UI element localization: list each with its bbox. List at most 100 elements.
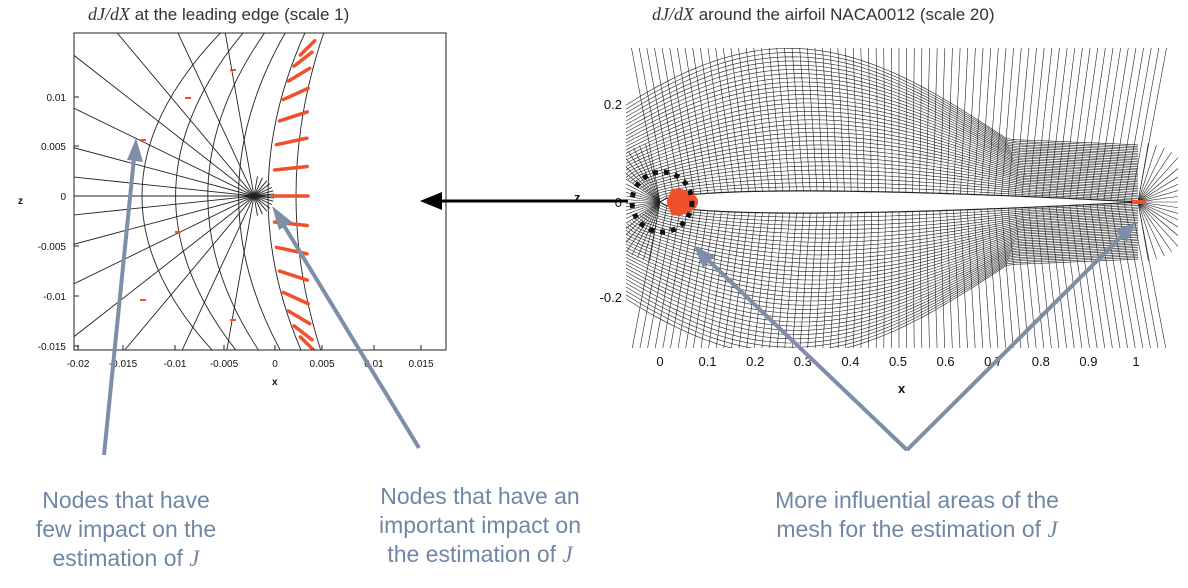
- mesh-le-radial: [626, 199, 661, 203]
- sensitivity-vector: [286, 66, 312, 83]
- mesh-transverse-line: [807, 213, 818, 348]
- leading-edge-highlight-circle: [629, 169, 695, 235]
- mesh-arc: [207, 33, 266, 350]
- mesh-transverse-line: [1110, 203, 1136, 348]
- important-impact-arrowhead: [272, 206, 292, 230]
- mesh-transverse-line: [1083, 48, 1106, 200]
- mesh-te-radial: [1137, 201, 1157, 260]
- mesh-layer-upper: [627, 136, 1139, 181]
- few-impact-arrowhead: [127, 138, 143, 162]
- mesh-transverse-line: [1103, 203, 1128, 348]
- mesh-transverse-line: [912, 48, 915, 193]
- mesh-te-radial: [1137, 190, 1178, 203]
- sensitivity-vector: [277, 269, 310, 282]
- mesh-transverse-line: [860, 212, 866, 348]
- mesh-transverse-line: [987, 208, 999, 348]
- mesh-layer-lower: [634, 218, 1139, 256]
- mesh-layer-lower: [626, 250, 1139, 335]
- mesh-transverse-line: [875, 212, 879, 348]
- mesh-layer-upper: [637, 152, 1139, 188]
- mesh-layer-lower: [626, 237, 1139, 302]
- right-x-axis-label: x: [898, 381, 906, 396]
- mesh-arc: [267, 33, 306, 350]
- caption-important-line1: Nodes that have an: [380, 483, 580, 509]
- mesh-radial-line: [74, 190, 274, 245]
- zoom-link-arrowhead: [420, 192, 442, 210]
- mesh-radial-line: [74, 176, 274, 199]
- right-panel-title: dJ/dX around the airfoil NACA0012 (scale…: [652, 4, 995, 25]
- left-x-tick: -0.02: [67, 359, 90, 370]
- mesh-transverse-line: [1035, 207, 1052, 348]
- mesh-transverse-line: [1035, 48, 1053, 197]
- mesh-le-radial: [645, 143, 661, 203]
- mesh-transverse-line: [715, 211, 736, 348]
- mesh-transverse-line: [730, 48, 750, 192]
- mesh-transverse-line: [960, 209, 968, 348]
- mesh-transverse-line: [883, 212, 886, 348]
- mesh-transverse-line: [1062, 48, 1083, 199]
- sensitivity-vector: [281, 290, 310, 306]
- caption-influential-line1: More influential areas of the: [775, 487, 1059, 513]
- mesh-layer-lower: [626, 233, 1139, 293]
- mesh-transverse-line: [837, 212, 845, 348]
- mesh-le-radial: [626, 201, 661, 236]
- mesh-transverse-line: [891, 211, 893, 348]
- left-y-tick: -0.005: [38, 242, 67, 253]
- caption-few-impact: Nodes that have few impact on the estima…: [0, 486, 252, 573]
- mesh-transverse-line: [1001, 208, 1014, 348]
- left-x-tick: 0.005: [309, 359, 334, 370]
- mesh-transverse-line: [738, 48, 756, 192]
- mesh-layer-upper: [626, 52, 1139, 147]
- airfoil-plot: 00.10.20.30.40.50.60.70.80.91 0.20-0.2 x…: [574, 48, 1178, 396]
- mesh-transverse-line: [799, 213, 811, 348]
- mesh-radial-line: [177, 33, 263, 215]
- mesh-transverse-line: [994, 208, 1006, 348]
- caption-important-impact: Nodes that have an important impact on t…: [340, 482, 620, 569]
- mesh-te-radial: [1137, 201, 1149, 262]
- mesh-transverse-line: [1021, 207, 1037, 348]
- mesh-transverse-line: [746, 212, 763, 348]
- mesh-transverse-line: [722, 48, 743, 192]
- mesh-arc: [141, 33, 222, 350]
- mesh-layer-lower: [626, 240, 1139, 310]
- mesh-transverse-line: [883, 48, 886, 192]
- left-x-tick: -0.005: [210, 359, 239, 370]
- mesh-transverse-line: [685, 210, 709, 348]
- mesh-transverse-line: [1089, 48, 1114, 200]
- mesh-transverse-line: [1055, 48, 1076, 198]
- mesh-transverse-line: [1076, 205, 1098, 348]
- mesh-transverse-line: [1117, 48, 1144, 201]
- mesh-transverse-line: [631, 201, 661, 348]
- airfoil-sensitivity-vectors: [666, 187, 1146, 217]
- mesh-radial-line: [116, 33, 268, 212]
- mesh-layer-upper: [644, 165, 1139, 193]
- influential-le-arrowhead: [694, 246, 715, 268]
- mesh-transverse-line: [1042, 48, 1060, 198]
- mesh-transverse-line: [939, 210, 946, 348]
- mesh-layer-upper: [626, 60, 1139, 151]
- left-plot-frame: [73, 32, 447, 351]
- mesh-layer-lower: [639, 215, 1139, 247]
- mesh-transverse-line: [853, 212, 859, 348]
- mesh-transverse-line: [693, 211, 715, 348]
- mesh-transverse-line: [669, 48, 695, 195]
- mesh-transverse-line: [960, 48, 969, 195]
- mesh-radial-line: [74, 107, 273, 206]
- mesh-transverse-line: [731, 212, 750, 348]
- mesh-layer-lower: [626, 247, 1139, 327]
- mesh-transverse-line: [891, 48, 893, 193]
- mesh-layer-lower: [644, 211, 1139, 239]
- right-x-tick: 0.9: [1079, 354, 1097, 369]
- left-x-tick: -0.015: [109, 359, 138, 370]
- mesh-layer-upper: [626, 115, 1139, 173]
- mesh-le-radial: [637, 201, 661, 258]
- mesh-layer-lower: [657, 203, 1139, 218]
- mesh-transverse-line: [845, 212, 852, 348]
- mesh-radial-line: [181, 177, 263, 350]
- le-sensitivity-vector: [671, 200, 693, 213]
- left-y-tick-labels: 0.01 0.005 0 -0.005 -0.01 -0.015: [38, 93, 79, 353]
- mesh-transverse-line: [769, 212, 784, 348]
- mesh-transverse-line: [905, 48, 907, 193]
- mesh-layer-upper: [654, 182, 1139, 199]
- mesh-transverse-line: [932, 48, 938, 194]
